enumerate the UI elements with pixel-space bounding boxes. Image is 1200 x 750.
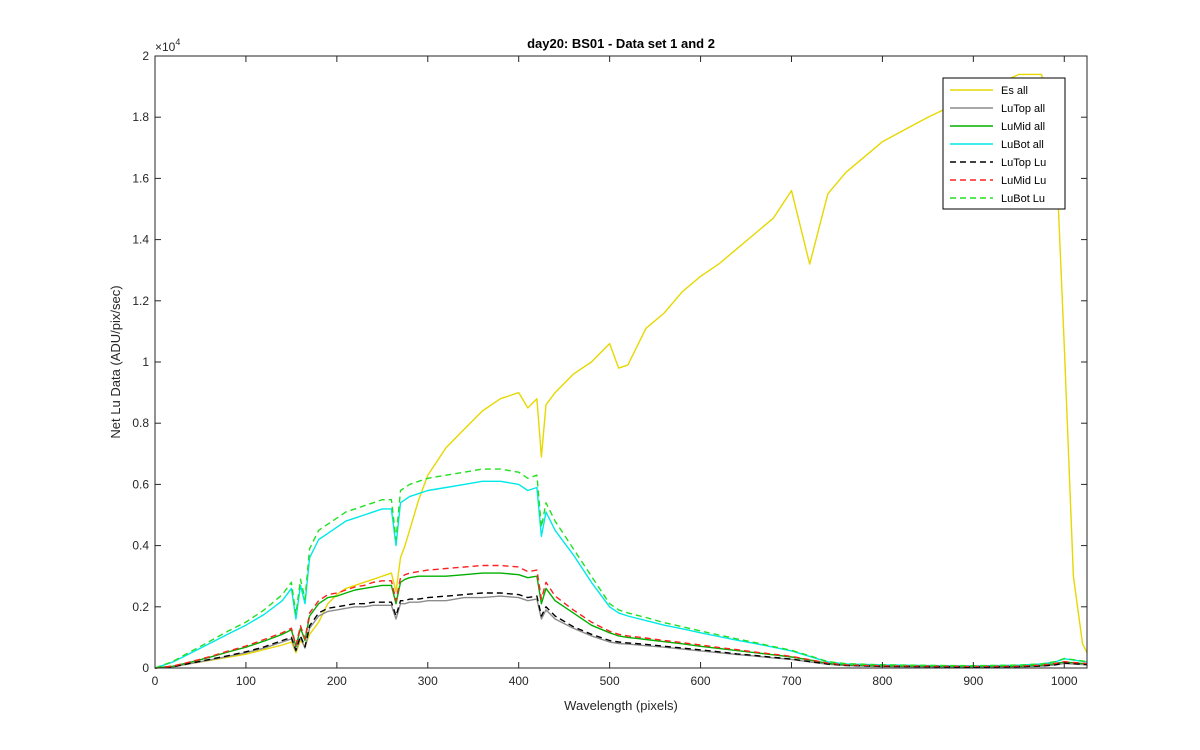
x-tick-label: 900 bbox=[963, 674, 983, 688]
chart-title: day20: BS01 - Data set 1 and 2 bbox=[527, 36, 715, 51]
y-tick-label: 2 bbox=[142, 49, 149, 63]
x-tick-label: 100 bbox=[236, 674, 256, 688]
legend-label-1: LuTop all bbox=[1001, 103, 1045, 115]
y-tick-label: 1.2 bbox=[132, 294, 149, 308]
x-axis-label: Wavelength (pixels) bbox=[564, 698, 678, 713]
x-tick-label: 200 bbox=[327, 674, 347, 688]
legend-label-3: LuBot all bbox=[1001, 139, 1044, 151]
plot-area bbox=[155, 56, 1087, 668]
y-exponent-base: ×10 bbox=[155, 40, 176, 54]
ticks-layer: 0 100 200 300 400 500 600 700 800 900 1000 0 0.2 0.4 0… bbox=[132, 49, 1087, 688]
x-tick-label: 1000 bbox=[1051, 674, 1078, 688]
y-tick-label: 0.6 bbox=[132, 477, 149, 491]
y-tick-label: 0 bbox=[142, 661, 149, 675]
x-tick-label: 500 bbox=[600, 674, 620, 688]
x-tick-label: 800 bbox=[872, 674, 892, 688]
y-exponent-power: 4 bbox=[175, 37, 180, 47]
legend-label-0: Es all bbox=[1001, 85, 1028, 97]
series-line-4 bbox=[154, 592, 1088, 669]
series-line-1 bbox=[154, 595, 1088, 669]
x-tick-label: 0 bbox=[152, 674, 159, 688]
y-tick-label: 0.4 bbox=[132, 539, 149, 553]
legend-label-6: LuBot Lu bbox=[1001, 193, 1045, 205]
series-layer bbox=[154, 73, 1088, 669]
y-tick-label: 1 bbox=[142, 355, 149, 369]
y-exponent-label: ×104 bbox=[155, 37, 180, 54]
legend-items: Es all LuTop all LuMid all LuBot all LuTop L… bbox=[950, 85, 1046, 205]
y-tick-label: 0.8 bbox=[132, 416, 149, 430]
y-tick-label: 1.6 bbox=[132, 171, 149, 185]
x-tick-label: 600 bbox=[691, 674, 711, 688]
y-tick-label: 0.2 bbox=[132, 600, 149, 614]
y-axis-label: Net Lu Data (ADU/pix/sec) bbox=[108, 285, 123, 438]
legend-label-5: LuMid Lu bbox=[1001, 175, 1046, 187]
y-tick-label: 1.8 bbox=[132, 110, 149, 124]
y-tick-label: 1.4 bbox=[132, 233, 149, 247]
legend-label-2: LuMid all bbox=[1001, 121, 1045, 133]
x-tick-label: 400 bbox=[509, 674, 529, 688]
legend: Es all LuTop all LuMid all LuBot all LuTop L… bbox=[942, 77, 1066, 210]
series-line-5 bbox=[154, 564, 1088, 669]
x-tick-label: 300 bbox=[418, 674, 438, 688]
x-tick-label: 700 bbox=[781, 674, 801, 688]
legend-label-4: LuTop Lu bbox=[1001, 157, 1046, 169]
series-line-6 bbox=[154, 468, 1088, 669]
